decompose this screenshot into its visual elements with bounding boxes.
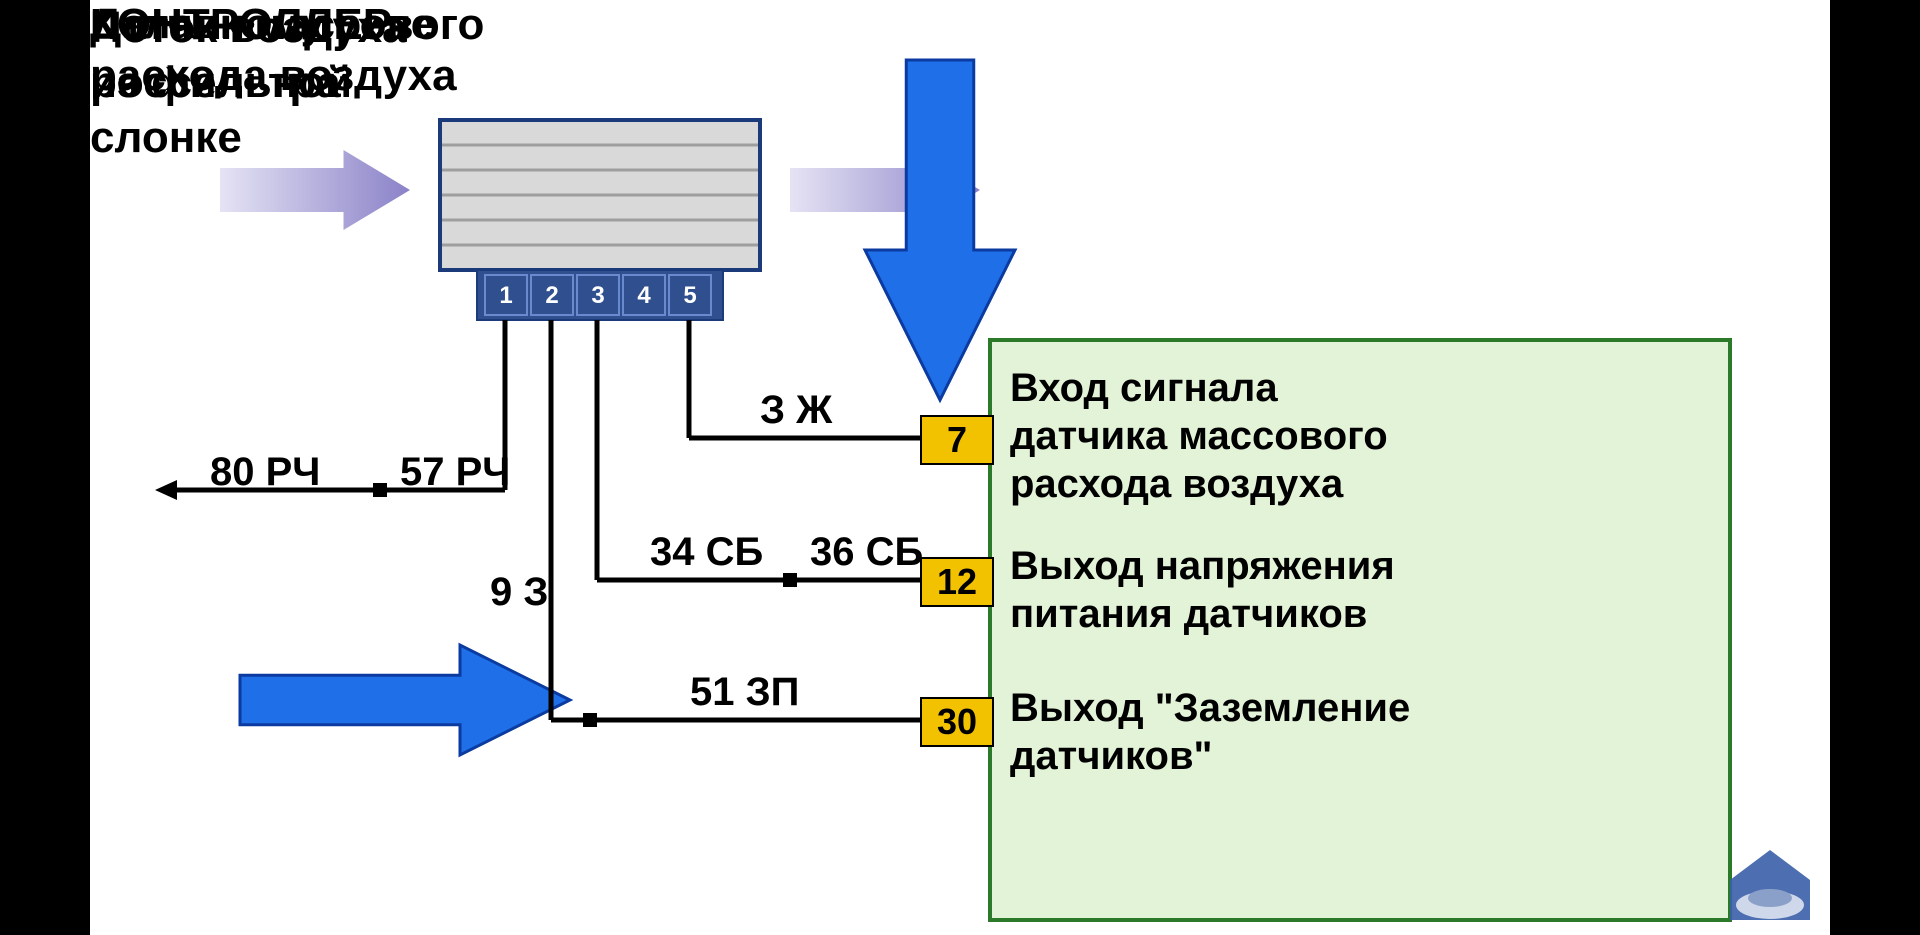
controller-entry-text: Выход "Заземлениедатчиков" bbox=[1010, 684, 1720, 780]
controller-pin-badge: 7 bbox=[920, 415, 994, 465]
controller-entry-text: Выход напряженияпитания датчиков bbox=[1010, 542, 1720, 638]
wire-label: 34 СБ bbox=[650, 530, 763, 575]
svg-text:1: 1 bbox=[499, 282, 512, 309]
svg-text:2: 2 bbox=[545, 282, 558, 309]
svg-text:5: 5 bbox=[683, 282, 696, 309]
controller-entry-text: Вход сигналадатчика массовогорасхода воз… bbox=[1010, 364, 1720, 508]
wire-label: 9 З bbox=[490, 570, 548, 615]
wire-label: 57 РЧ bbox=[400, 450, 510, 495]
wire-label: 51 ЗП bbox=[690, 670, 799, 715]
controller-pin-badge: 12 bbox=[920, 557, 994, 607]
wire-label: 36 СБ bbox=[810, 530, 923, 575]
svg-text:3: 3 bbox=[591, 282, 604, 309]
controller-pin-badge: 30 bbox=[920, 697, 994, 747]
wire-label: 80 РЧ bbox=[210, 450, 320, 495]
svg-text:4: 4 bbox=[637, 282, 651, 309]
wire-label: З Ж bbox=[760, 388, 832, 433]
diagram-stage: 12345 Датчик массовогорасхода воздуха По… bbox=[90, 0, 1830, 935]
controller-title: КОНТРОЛЛЕР bbox=[90, 0, 392, 50]
